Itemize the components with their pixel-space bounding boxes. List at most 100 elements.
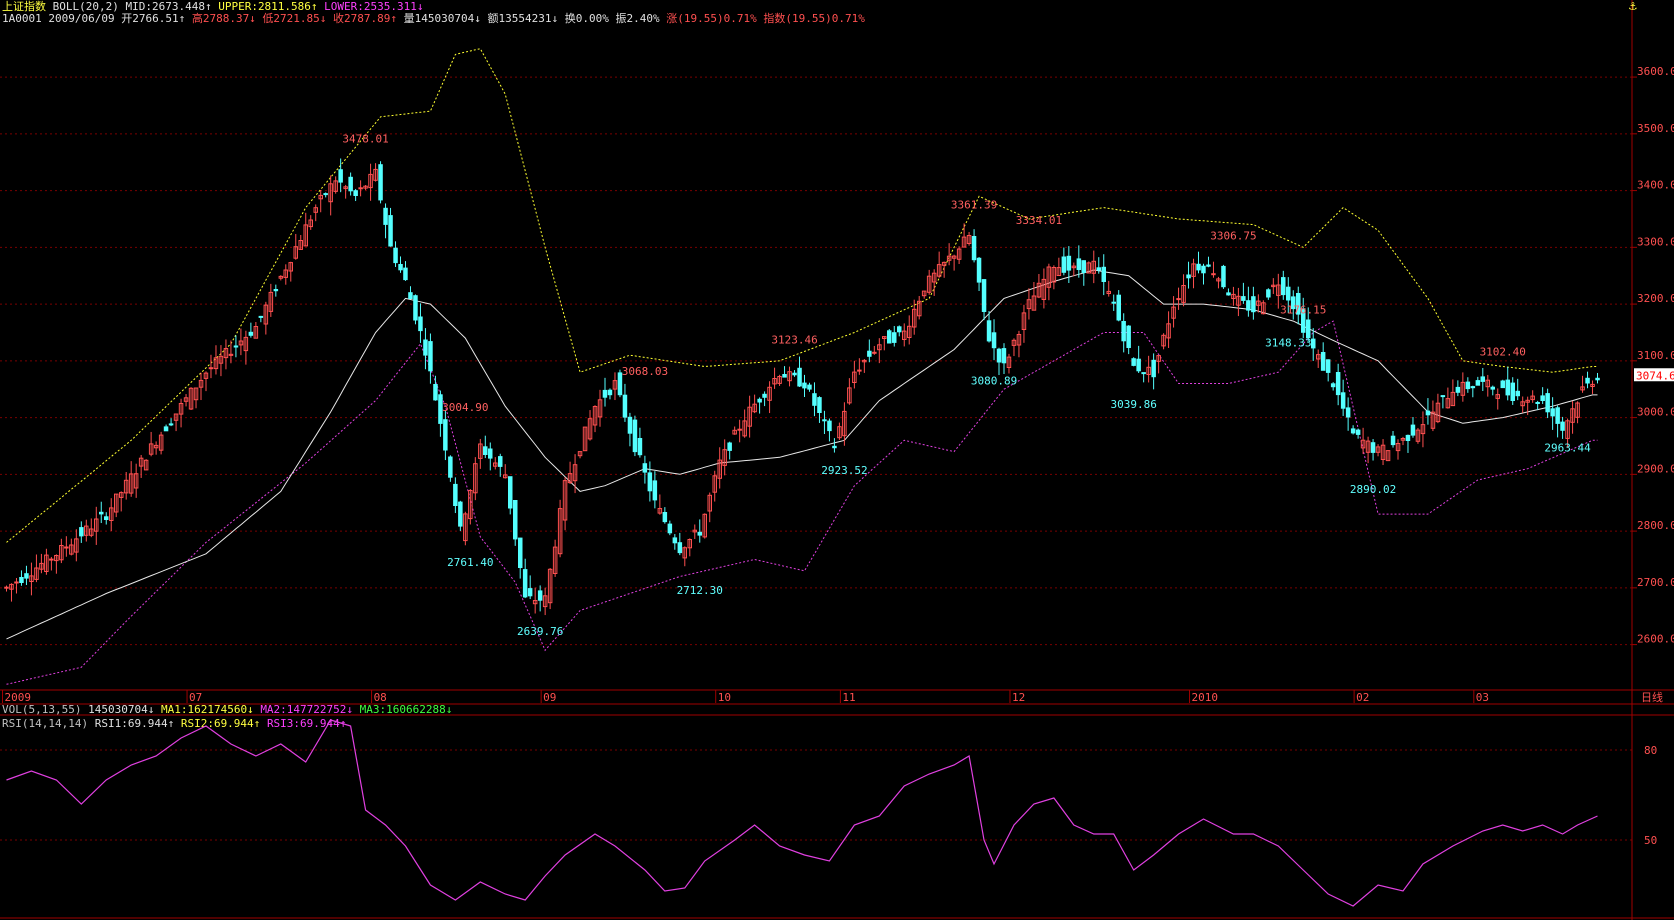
candle-body: [413, 295, 418, 321]
candle-body: [1530, 395, 1535, 401]
candle-body: [388, 215, 393, 247]
candle-body: [926, 275, 932, 293]
candle-body: [183, 397, 189, 402]
candle-body: [1206, 264, 1211, 267]
candle-body: [1390, 435, 1396, 446]
candle-body: [1470, 386, 1476, 389]
candle-body: [1131, 358, 1136, 366]
candle-body: [1096, 267, 1101, 271]
current-price-box: [1634, 368, 1674, 382]
vol-ma2: MA2:147722752↓: [260, 703, 354, 716]
change-value: 涨(19.55)0.71%: [666, 12, 757, 25]
candle-body: [333, 180, 338, 192]
candle-body: [1415, 429, 1421, 442]
candle-body: [1320, 352, 1326, 371]
candle-body: [1011, 339, 1017, 346]
candle-body: [702, 513, 707, 538]
candle-body: [1256, 300, 1261, 306]
rsi-tick-label: 50: [1644, 834, 1657, 847]
candle-body: [961, 236, 967, 248]
price-extreme-label: 3068.03: [622, 365, 668, 378]
candle-body: [488, 448, 493, 459]
candle-body: [527, 588, 533, 597]
candle-body: [478, 443, 483, 459]
candle-body: [1176, 298, 1181, 301]
candle-body: [597, 399, 603, 418]
candle-body: [966, 235, 972, 244]
index-name: 上证指数: [2, 0, 46, 13]
candle-body: [1251, 296, 1256, 313]
rsi-label: RSI(14,14,14): [2, 717, 89, 730]
candle-body: [493, 462, 498, 467]
candle-body: [34, 567, 39, 580]
candle-body: [84, 525, 89, 536]
anchor-icon[interactable]: ⚓: [1629, 0, 1637, 14]
candle-body: [1181, 285, 1186, 303]
candle-body: [233, 345, 239, 348]
price-extreme-label: 3123.46: [771, 334, 817, 347]
candle-body: [587, 418, 593, 440]
rsi-panel: [6, 719, 1598, 907]
candle-body: [59, 545, 64, 561]
price-extreme-label: 3306.75: [1210, 230, 1256, 243]
candle-body: [1505, 379, 1510, 396]
candle-body: [368, 173, 373, 189]
candle-body: [852, 371, 857, 384]
candle-body: [1001, 348, 1007, 364]
candle-body: [1585, 377, 1590, 384]
candle-body: [617, 372, 623, 396]
lower-band-line: [6, 320, 1598, 685]
candle-body: [74, 538, 79, 553]
candle-body: [213, 357, 219, 370]
candle-body: [936, 264, 942, 277]
candle-body: [1196, 263, 1201, 271]
candle-body: [912, 308, 917, 328]
candle-body: [94, 518, 99, 532]
candlesticks[interactable]: [4, 158, 1600, 616]
price-extreme-label: 3361.39: [951, 198, 997, 211]
vol-ma3: MA3:160662288↓: [359, 703, 453, 716]
candle-body: [1420, 424, 1426, 435]
candle-body: [777, 376, 782, 384]
candle-body: [418, 316, 423, 332]
candle-body: [1031, 295, 1037, 311]
candle-body: [797, 367, 802, 387]
candle-body: [1121, 321, 1126, 342]
candle-body: [1111, 301, 1116, 304]
x-tick-label: 10: [718, 691, 731, 704]
price-extreme-label: 3039.86: [1110, 398, 1156, 411]
vol-value: 145030704↓: [88, 703, 155, 716]
candle-body: [782, 374, 787, 378]
candle-body: [503, 474, 508, 479]
vol-label: VOL(5,13,55): [2, 703, 82, 716]
turnover-value: 换0.00%: [564, 12, 609, 25]
candle-body: [1570, 408, 1575, 423]
candle-body: [513, 500, 518, 540]
candle-body: [1041, 278, 1047, 300]
candle-body: [1510, 382, 1515, 402]
candle-body: [1161, 334, 1166, 347]
candle-body: [393, 247, 398, 264]
y-tick-label: 3200.0: [1637, 292, 1674, 305]
boll-indicator: BOLL(20,2): [52, 0, 119, 13]
candle-body: [532, 600, 538, 605]
candle-body: [931, 272, 937, 283]
candle-body: [1495, 394, 1500, 399]
candle-body: [1246, 300, 1251, 311]
candle-body: [1455, 386, 1461, 393]
candle-body: [657, 508, 663, 514]
candle-body: [1560, 421, 1565, 431]
main-header: 上证指数 BOLL(20,2) MID:2673.448↑ UPPER:2811…: [2, 0, 424, 14]
candle-body: [433, 384, 438, 401]
grid-layer: [0, 76, 1632, 841]
candle-body: [592, 406, 598, 426]
quote-header: 1A0001 2009/06/09 开2766.51↑ 高2788.37↓ 低2…: [2, 12, 865, 26]
candle-body: [1306, 319, 1311, 339]
candle-body: [1410, 424, 1416, 436]
candle-body: [1565, 420, 1570, 439]
candle-body: [1146, 366, 1151, 375]
candle-body: [318, 194, 323, 200]
candle-body: [1136, 358, 1141, 372]
candle-body: [1485, 379, 1490, 388]
